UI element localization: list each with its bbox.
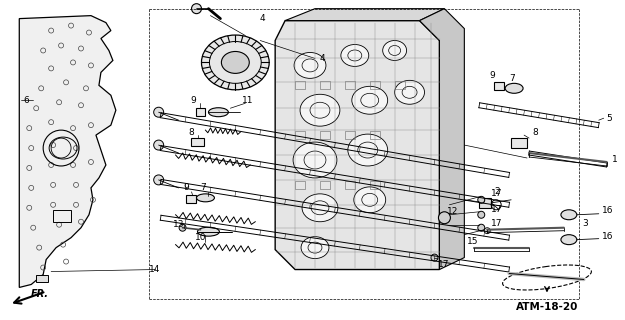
Ellipse shape: [198, 227, 219, 236]
Circle shape: [154, 107, 164, 117]
Bar: [479, 198, 491, 208]
Text: 13: 13: [173, 220, 184, 229]
Ellipse shape: [221, 52, 249, 73]
Ellipse shape: [302, 194, 338, 222]
Bar: [295, 181, 305, 189]
Text: 9: 9: [191, 96, 196, 105]
Ellipse shape: [382, 41, 407, 60]
Circle shape: [154, 140, 164, 150]
Bar: [345, 181, 355, 189]
Bar: [345, 81, 355, 89]
Bar: [320, 131, 330, 139]
Text: 11: 11: [242, 96, 254, 105]
Text: 8: 8: [189, 128, 194, 137]
Bar: [370, 131, 380, 139]
Polygon shape: [285, 9, 444, 20]
Text: 16: 16: [602, 232, 613, 241]
Ellipse shape: [394, 80, 424, 104]
Polygon shape: [19, 16, 116, 287]
Text: 1: 1: [612, 156, 618, 164]
Text: 17: 17: [491, 205, 502, 214]
Text: 15: 15: [468, 237, 479, 246]
Text: 2: 2: [494, 188, 500, 196]
Circle shape: [431, 254, 438, 261]
Bar: [370, 181, 380, 189]
Circle shape: [478, 196, 485, 203]
Bar: [186, 195, 196, 203]
Bar: [295, 131, 305, 139]
Ellipse shape: [293, 142, 337, 178]
Circle shape: [439, 212, 451, 224]
Ellipse shape: [348, 134, 388, 166]
Bar: [494, 82, 504, 90]
Text: 16: 16: [602, 206, 613, 215]
Bar: [295, 81, 305, 89]
Text: 9: 9: [184, 183, 189, 192]
Polygon shape: [275, 20, 439, 269]
Text: 9: 9: [489, 71, 495, 80]
Text: 4: 4: [320, 54, 326, 63]
Bar: [196, 108, 206, 116]
Bar: [320, 181, 330, 189]
Text: 14: 14: [149, 265, 160, 274]
Ellipse shape: [294, 52, 326, 78]
Ellipse shape: [201, 35, 269, 90]
Ellipse shape: [505, 83, 523, 93]
Text: 5: 5: [607, 114, 612, 123]
Circle shape: [478, 224, 485, 231]
Circle shape: [484, 228, 490, 234]
Text: 4: 4: [259, 14, 265, 23]
Circle shape: [154, 175, 164, 185]
Bar: [53, 210, 71, 222]
Text: 6: 6: [23, 96, 29, 105]
Ellipse shape: [561, 235, 577, 244]
Ellipse shape: [196, 194, 214, 202]
Text: 17: 17: [491, 219, 502, 228]
Ellipse shape: [209, 108, 228, 117]
Text: 17: 17: [491, 189, 502, 198]
Bar: [36, 275, 48, 283]
Ellipse shape: [354, 187, 386, 213]
Circle shape: [179, 224, 186, 231]
Text: ATM-18-20: ATM-18-20: [516, 302, 578, 312]
Text: 10: 10: [195, 233, 206, 242]
Text: FR.: FR.: [31, 289, 49, 300]
Bar: [191, 138, 204, 146]
Circle shape: [191, 4, 201, 14]
Text: 17: 17: [438, 260, 449, 269]
Ellipse shape: [300, 94, 340, 126]
Bar: [345, 131, 355, 139]
Bar: [394, 81, 404, 89]
Polygon shape: [419, 9, 464, 269]
Bar: [370, 81, 380, 89]
Bar: [511, 138, 527, 148]
Ellipse shape: [301, 237, 329, 259]
Text: 12: 12: [448, 207, 459, 216]
Ellipse shape: [352, 86, 388, 114]
Text: 8: 8: [532, 128, 538, 137]
Text: 7: 7: [201, 183, 206, 192]
Ellipse shape: [341, 44, 369, 67]
Ellipse shape: [561, 210, 577, 220]
Text: 7: 7: [509, 74, 515, 83]
Bar: [320, 81, 330, 89]
Circle shape: [478, 211, 485, 218]
Text: 3: 3: [582, 219, 587, 228]
